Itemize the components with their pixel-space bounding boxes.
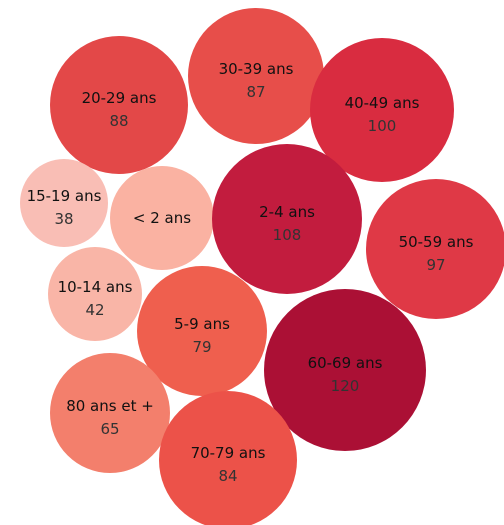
bubble-circle-5-9-ans[interactable] [137,266,267,396]
bubble-circle-80-ans-et-plus[interactable] [50,353,170,473]
bubble-circle-70-79-ans[interactable] [159,391,297,525]
bubble-circle-40-49-ans[interactable] [310,38,454,182]
bubble-label-50-59-ans: 50-59 ans [399,233,474,251]
bubble-value-40-49-ans: 100 [368,117,397,135]
bubble-15-19-ans[interactable]: 15-19 ans 38 [20,159,108,247]
bubble-label-lt-2-ans: < 2 ans [133,209,191,227]
bubble-50-59-ans[interactable]: 50-59 ans 97 [366,179,504,319]
bubble-value-70-79-ans: 84 [218,467,237,485]
bubble-30-39-ans[interactable]: 30-39 ans 87 [188,8,324,144]
bubble-label-30-39-ans: 30-39 ans [219,60,294,78]
bubble-70-79-ans[interactable]: 70-79 ans 84 [159,391,297,525]
bubble-10-14-ans[interactable]: 10-14 ans 42 [48,247,142,341]
bubble-label-15-19-ans: 15-19 ans [27,187,102,205]
bubble-label-80-ans-et-plus: 80 ans et + [66,397,154,415]
bubble-value-30-39-ans: 87 [246,83,265,101]
bubble-value-15-19-ans: 38 [54,210,73,228]
bubble-60-69-ans[interactable]: 60-69 ans 120 [264,289,426,451]
bubble-lt-2-ans[interactable]: < 2 ans [110,166,214,270]
bubble-circle-60-69-ans[interactable] [264,289,426,451]
bubble-label-5-9-ans: 5-9 ans [174,315,230,333]
bubble-circle-20-29-ans[interactable] [50,36,188,174]
bubble-value-10-14-ans: 42 [85,301,104,319]
bubble-circle-15-19-ans[interactable] [20,159,108,247]
bubble-label-40-49-ans: 40-49 ans [345,94,420,112]
bubble-value-20-29-ans: 88 [109,112,128,130]
bubble-label-10-14-ans: 10-14 ans [58,278,133,296]
bubble-circle-2-4-ans[interactable] [212,144,362,294]
bubble-value-80-ans-et-plus: 65 [100,420,119,438]
bubble-label-60-69-ans: 60-69 ans [308,354,383,372]
bubble-circle-50-59-ans[interactable] [366,179,504,319]
bubble-label-2-4-ans: 2-4 ans [259,203,315,221]
bubble-value-50-59-ans: 97 [426,256,445,274]
bubble-label-70-79-ans: 70-79 ans [191,444,266,462]
bubble-value-60-69-ans: 120 [331,377,360,395]
bubble-value-5-9-ans: 79 [192,338,211,356]
bubble-label-20-29-ans: 20-29 ans [82,89,157,107]
bubble-circle-10-14-ans[interactable] [48,247,142,341]
bubble-2-4-ans[interactable]: 2-4 ans 108 [212,144,362,294]
bubble-80-ans-et-plus[interactable]: 80 ans et + 65 [50,353,170,473]
bubble-value-2-4-ans: 108 [273,226,302,244]
bubble-20-29-ans[interactable]: 20-29 ans 88 [50,36,188,174]
bubble-40-49-ans[interactable]: 40-49 ans 100 [310,38,454,182]
bubble-circle-30-39-ans[interactable] [188,8,324,144]
bubble-5-9-ans[interactable]: 5-9 ans 79 [137,266,267,396]
bubble-circle-lt-2-ans[interactable] [110,166,214,270]
